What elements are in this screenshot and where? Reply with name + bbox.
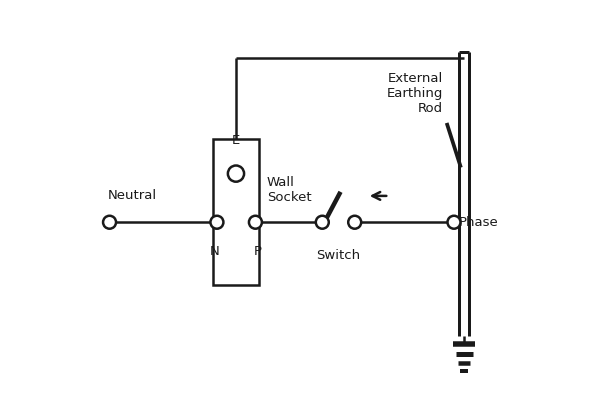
Text: External
Earthing
Rod: External Earthing Rod	[386, 72, 443, 115]
Circle shape	[211, 216, 223, 229]
Text: Neutral: Neutral	[107, 189, 157, 202]
Circle shape	[316, 216, 329, 229]
Text: Phase: Phase	[459, 216, 499, 229]
Circle shape	[228, 166, 244, 182]
Text: N: N	[210, 244, 220, 257]
Circle shape	[348, 216, 361, 229]
Circle shape	[448, 216, 460, 229]
Text: Wall
Socket: Wall Socket	[267, 175, 311, 204]
Circle shape	[103, 216, 116, 229]
Text: Switch: Switch	[316, 248, 361, 262]
Circle shape	[249, 216, 262, 229]
Text: E: E	[232, 134, 240, 147]
Text: P: P	[253, 244, 262, 257]
Bar	[213, 139, 259, 285]
